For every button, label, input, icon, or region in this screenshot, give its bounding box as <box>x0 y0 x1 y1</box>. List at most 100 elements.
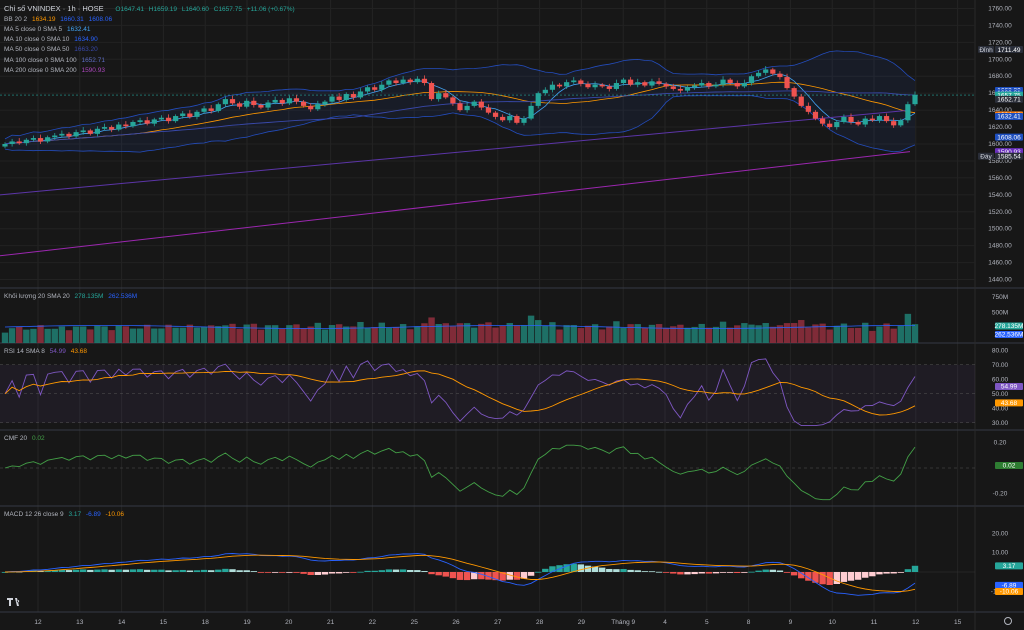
price-tick: 1620.00 <box>988 124 1012 131</box>
volume-bar <box>44 328 51 343</box>
candle-body <box>229 99 236 104</box>
macd-hist-bar <box>783 572 791 573</box>
macd-hist-bar <box>862 572 869 578</box>
candle-body <box>59 133 65 136</box>
macd-hist-bar <box>143 569 151 572</box>
time-label: 27 <box>494 619 502 626</box>
candle-body <box>87 130 93 134</box>
macd-hist-bar <box>627 569 634 572</box>
price-tick: 1720.00 <box>988 39 1012 46</box>
macd-hist-bar <box>798 572 805 579</box>
macd-hist-bar <box>833 572 840 584</box>
candle-body <box>73 132 79 137</box>
volume-bar <box>328 325 336 343</box>
volume-bar <box>762 323 769 343</box>
time-label: 28 <box>536 619 544 626</box>
volume-bar <box>264 325 272 343</box>
bb-legend[interactable]: BB 20 2 1634.19 1660.31 1608.06 <box>4 15 115 25</box>
candle-body <box>201 108 207 112</box>
macd-hist-bar <box>314 572 322 575</box>
volume-bar <box>662 328 670 343</box>
price-badge-label: 1652.71 <box>997 97 1021 104</box>
candle-body <box>244 100 250 107</box>
volume-bar <box>122 326 130 343</box>
macd-v2: -6.89 <box>85 511 101 518</box>
candle-body <box>2 144 8 147</box>
symbol-title[interactable]: Chỉ số VNINDEX · 1h · HOSE <box>4 4 104 13</box>
ma10-legend[interactable]: MA 10 close 0 SMA 10 1634.90 <box>4 35 101 45</box>
macd-signal-line <box>4 554 916 592</box>
macd-hist-bar <box>634 570 641 572</box>
macd-badge <box>995 587 1023 595</box>
rsi-tick: 40.00 <box>992 405 1009 412</box>
volume-bar <box>293 324 300 343</box>
price-badge <box>995 113 1023 121</box>
volume-bar <box>648 324 656 343</box>
macd-hist-bar <box>790 572 798 576</box>
macd-hist-bar <box>364 570 371 572</box>
cmf-badge <box>995 461 1023 469</box>
macd-hist-bar <box>343 572 350 573</box>
volume-bar <box>563 325 570 343</box>
volume-bar <box>215 326 222 343</box>
ma200-legend[interactable]: MA 200 close 0 SMA 200 1590.93 <box>4 66 108 76</box>
macd-hist-bar <box>755 570 762 572</box>
volume-bar <box>343 326 350 343</box>
cmf-badge-label: 0.02 <box>1003 463 1016 470</box>
time-label: 26 <box>452 619 460 626</box>
rsi-legend[interactable]: RSI 14 SMA 8 54.99 43.68 <box>4 347 90 357</box>
price-badge <box>995 152 1023 160</box>
candle-body <box>379 84 385 90</box>
volume-bar <box>719 321 727 343</box>
candle-body <box>628 79 634 85</box>
volume-bar <box>513 325 521 343</box>
candle-body <box>109 127 115 130</box>
candle-body <box>23 139 29 144</box>
cmf-legend[interactable]: CMF 20 0.02 <box>4 434 48 444</box>
candle-body <box>805 105 811 112</box>
volume-bar <box>826 329 833 343</box>
ma50-legend[interactable]: MA 50 close 0 SMA 50 1663.20 <box>4 45 101 55</box>
price-tick: 1440.00 <box>988 277 1012 284</box>
candle-body <box>827 123 833 128</box>
macd-line <box>4 553 916 596</box>
macd-hist-bar <box>151 569 158 572</box>
macd-hist-bar <box>641 571 649 572</box>
volume-bar <box>115 325 122 343</box>
candle-body <box>898 120 904 126</box>
candle-body <box>428 83 435 100</box>
candle-body <box>784 77 790 89</box>
volume-bar <box>143 324 151 343</box>
volume-sma-badge-label: 262.536M <box>995 332 1024 339</box>
macd-badge <box>995 562 1023 570</box>
candle-body <box>692 85 698 88</box>
macd-hist-bar <box>805 572 812 581</box>
ma100-legend[interactable]: MA 100 close 0 SMA 100 1652.71 <box>4 56 108 66</box>
candle-body <box>763 69 769 73</box>
macd-hist-bar <box>741 572 748 573</box>
macd-legend[interactable]: MACD 12 26 close 9 3.17 -6.89 -10.06 <box>4 510 127 520</box>
time-label: 12 <box>912 619 920 626</box>
volume-legend[interactable]: Khối lượng 20 SMA 20 278.135M 262.536M <box>4 292 140 302</box>
volume-bar <box>129 328 137 343</box>
tradingview-logo[interactable] <box>6 596 24 610</box>
price-badge <box>995 95 1023 103</box>
bb-basis-line <box>4 81 916 145</box>
volume-bar <box>883 323 890 343</box>
macd-hist-bar <box>478 572 485 580</box>
ma5-legend[interactable]: MA 5 close 0 SMA 5 1632.41 <box>4 25 93 35</box>
volume-bar <box>613 321 620 343</box>
volume-bar <box>634 324 641 343</box>
candle-body <box>293 98 300 102</box>
macd-hist-bar <box>378 570 385 572</box>
candle-body <box>421 78 428 84</box>
candle-body <box>457 103 463 111</box>
macd-hist-bar <box>471 572 478 580</box>
volume-bar <box>399 324 407 343</box>
volume-bar <box>271 325 279 343</box>
volume-bar <box>584 325 592 343</box>
candle-body <box>279 99 285 104</box>
settings-gear-icon[interactable] <box>1004 617 1012 625</box>
macd-hist-bar <box>72 569 80 572</box>
